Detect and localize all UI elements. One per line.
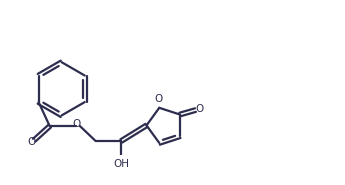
Text: O: O xyxy=(154,94,162,104)
Text: OH: OH xyxy=(114,159,129,169)
Text: O: O xyxy=(195,104,203,114)
Text: O: O xyxy=(72,119,80,129)
Text: O: O xyxy=(28,137,36,147)
